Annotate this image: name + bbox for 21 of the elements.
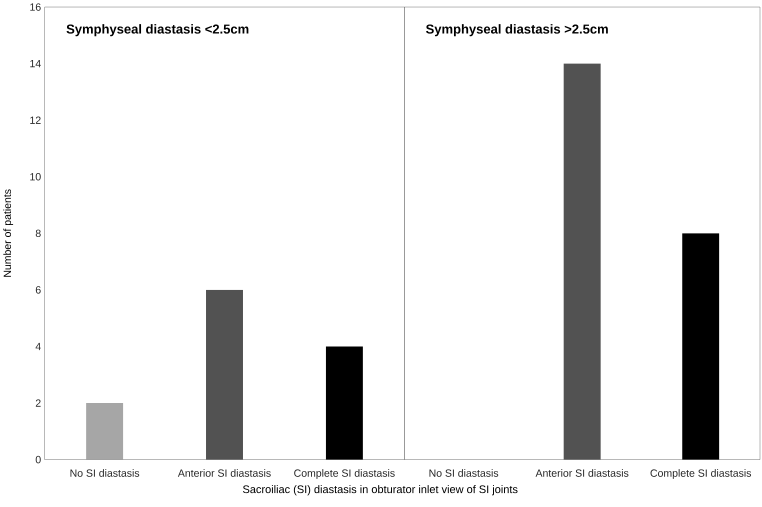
y-axis-title: Number of patients — [3, 190, 14, 277]
text: Symphyseal diastasis >2.5cm — [426, 24, 608, 36]
y-tick-label: 14 — [30, 60, 41, 68]
y-tick-label: 0 — [36, 456, 41, 464]
y-tick-label: 8 — [36, 230, 41, 238]
x-tick-label: No SI diastasis — [70, 469, 140, 478]
y-tick-label: 6 — [36, 286, 41, 294]
y-tick-label: 16 — [30, 4, 41, 11]
y-tick-label: 2 — [36, 400, 41, 407]
x-tick-label: No SI diastasis — [429, 469, 498, 478]
y-tick-label: 12 — [30, 116, 41, 124]
x-tick-label: Anterior SI diastasis — [536, 469, 628, 478]
y-tick-label: 4 — [36, 343, 41, 350]
y-tick-label: 10 — [30, 173, 41, 181]
bar — [326, 346, 363, 460]
x-axis-title: Sacroiliac (SI) diastasis in obturator inlet view of SI joints — [243, 485, 518, 496]
x-tick-label: Complete SI diastasis — [294, 469, 395, 480]
bar — [86, 403, 124, 460]
x-tick-label: Anterior SI diastasis — [178, 469, 271, 478]
x-tick-label: Complete SI diastasis — [650, 469, 752, 480]
text: Symphyseal diastasis <2.5cm — [66, 24, 248, 36]
